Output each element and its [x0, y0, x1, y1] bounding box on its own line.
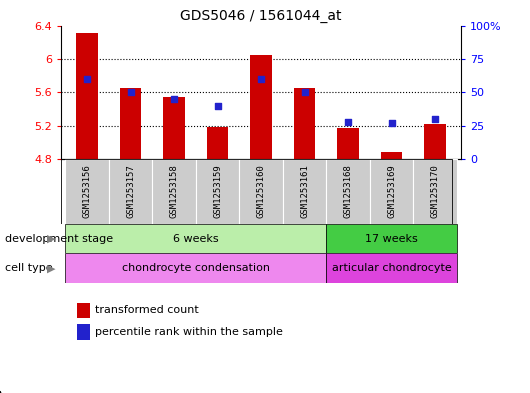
Point	[387, 120, 396, 126]
Bar	[65, 253, 326, 283]
Bar	[250, 55, 272, 159]
Point	[344, 119, 352, 125]
Point	[126, 89, 135, 95]
Text: chondrocyte condensation: chondrocyte condensation	[122, 263, 270, 273]
Point	[431, 116, 439, 122]
Bar	[163, 97, 185, 159]
Text: GSM1253156: GSM1253156	[83, 165, 92, 219]
Bar	[196, 159, 239, 224]
Bar	[65, 224, 326, 253]
Text: 6 weeks: 6 weeks	[173, 234, 218, 244]
Text: ▶: ▶	[47, 263, 56, 273]
Text: GSM1253159: GSM1253159	[213, 165, 222, 219]
Bar	[283, 159, 326, 224]
Bar	[207, 127, 228, 159]
Bar	[326, 253, 457, 283]
Text: 17 weeks: 17 weeks	[365, 234, 418, 244]
Text: development stage: development stage	[5, 234, 113, 244]
Title: GDS5046 / 1561044_at: GDS5046 / 1561044_at	[180, 9, 342, 23]
Bar	[109, 159, 152, 224]
Text: GSM1253160: GSM1253160	[257, 165, 266, 219]
Bar	[294, 88, 315, 159]
Text: transformed count: transformed count	[95, 305, 199, 316]
Text: GSM1253161: GSM1253161	[300, 165, 309, 219]
Bar	[326, 159, 370, 224]
Bar	[326, 224, 457, 253]
Bar	[413, 159, 457, 224]
Bar	[381, 152, 402, 159]
Point	[83, 76, 91, 82]
Text: cell type: cell type	[5, 263, 53, 273]
Bar	[76, 33, 98, 159]
Bar	[370, 159, 413, 224]
Bar	[424, 124, 446, 159]
Text: percentile rank within the sample: percentile rank within the sample	[95, 327, 283, 337]
Text: articular chondrocyte: articular chondrocyte	[332, 263, 452, 273]
Text: GSM1253169: GSM1253169	[387, 165, 396, 219]
Text: GSM1253170: GSM1253170	[430, 165, 439, 219]
Point	[213, 103, 222, 109]
Point	[301, 89, 309, 95]
Point	[257, 76, 266, 82]
Bar	[120, 88, 142, 159]
Text: GSM1253168: GSM1253168	[343, 165, 352, 219]
Text: GSM1253158: GSM1253158	[170, 165, 179, 219]
Bar	[65, 159, 109, 224]
Text: ▶: ▶	[47, 234, 56, 244]
Bar	[152, 159, 196, 224]
Bar	[239, 159, 283, 224]
Point	[170, 96, 178, 102]
Bar	[337, 128, 359, 159]
Text: GSM1253157: GSM1253157	[126, 165, 135, 219]
